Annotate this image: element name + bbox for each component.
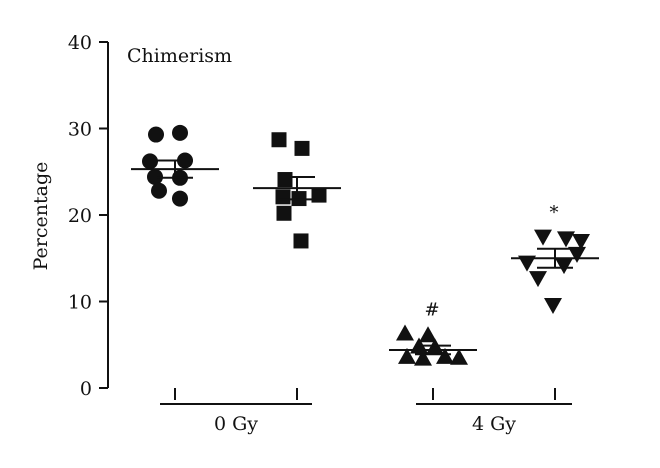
- data-point-triangle-up: [436, 347, 454, 364]
- data-point-triangle-down: [529, 271, 547, 288]
- data-point-square: [271, 132, 287, 148]
- data-point-triangle-down: [568, 246, 586, 263]
- data-point-square: [276, 205, 292, 221]
- data-point-triangle-up: [450, 348, 468, 365]
- y-tick-label: 40: [68, 32, 92, 54]
- data-point-triangle-up: [398, 347, 416, 364]
- data-point-triangle-down: [534, 229, 552, 246]
- significance-annotation: *: [550, 203, 559, 224]
- data-point-circle: [147, 168, 163, 185]
- data-point-circle: [172, 190, 188, 207]
- data-point-triangle-up: [414, 349, 432, 366]
- data-point-triangle-down: [518, 255, 536, 272]
- group-label: 0 Gy: [214, 413, 258, 435]
- data-point-square: [294, 140, 310, 156]
- y-tick-label: 0: [80, 378, 92, 400]
- plot-elements: 0 10 20 30 40 0 Gy 4 Gy # *: [68, 32, 599, 435]
- data-point-triangle-down: [544, 297, 562, 314]
- data-point-triangle-down: [555, 258, 573, 275]
- data-point-square: [311, 187, 327, 203]
- data-point-circle: [148, 126, 164, 143]
- y-axis-title: Percentage: [30, 162, 52, 271]
- data-point-triangle-down: [572, 233, 590, 250]
- significance-annotation: #: [424, 300, 439, 321]
- data-point-triangle-up: [419, 326, 437, 343]
- data-point-circle: [172, 124, 188, 141]
- data-point-circle: [142, 153, 158, 170]
- data-point-square: [275, 189, 291, 205]
- group-label: 4 Gy: [472, 413, 516, 435]
- data-point-triangle-up: [396, 324, 414, 341]
- y-tick-label: 30: [68, 119, 92, 141]
- data-point-square: [277, 172, 293, 188]
- data-point-circle: [151, 182, 167, 199]
- chart-title: Chimerism: [127, 45, 232, 67]
- y-tick-label: 20: [68, 205, 92, 227]
- y-tick-label: 10: [68, 292, 92, 314]
- data-point-square: [293, 233, 309, 249]
- data-point-triangle-down: [557, 231, 575, 248]
